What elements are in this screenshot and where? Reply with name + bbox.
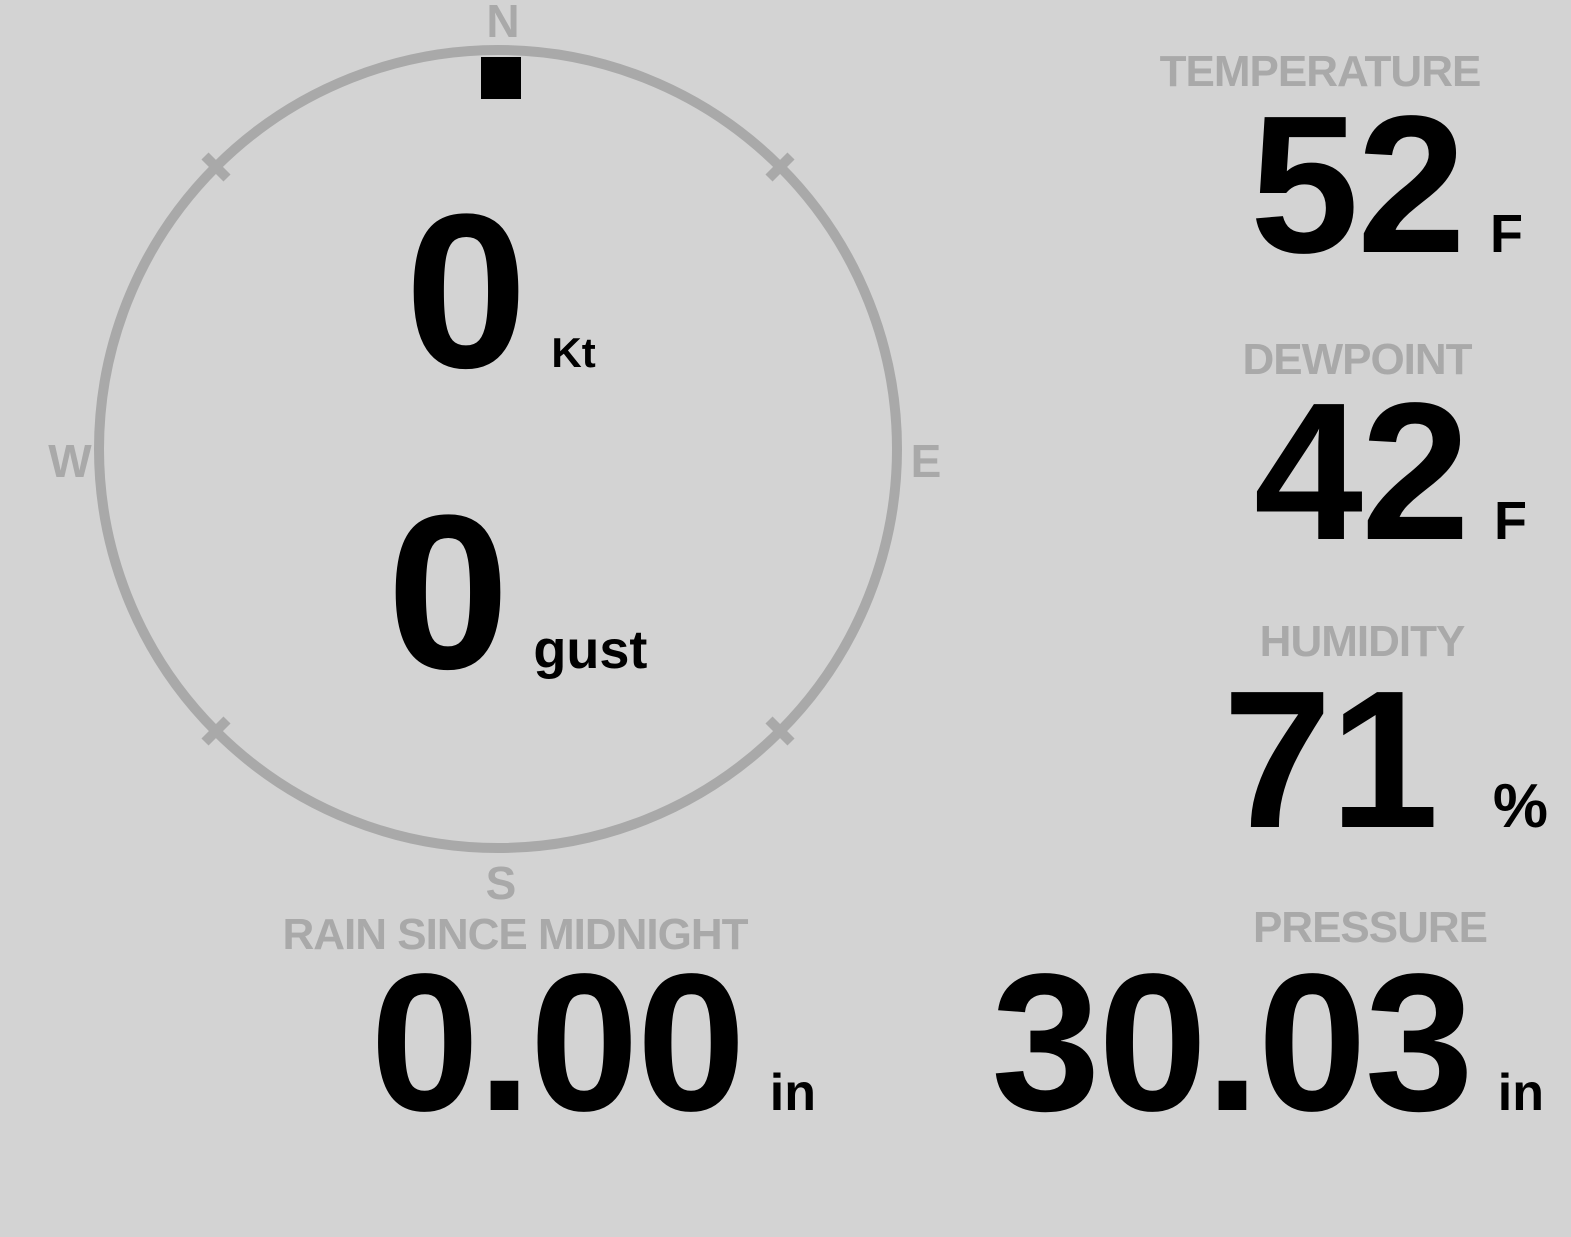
wind-speed: 0 Kt bbox=[405, 181, 596, 401]
compass-label-east: E bbox=[910, 435, 942, 487]
temperature-label: TEMPERATURE bbox=[1159, 47, 1482, 96]
humidity-value: 71 bbox=[1222, 650, 1439, 869]
dewpoint-reading: 42 F bbox=[1254, 374, 1527, 570]
compass-label-north: N bbox=[486, 0, 520, 47]
pressure-value: 30.03 bbox=[991, 933, 1473, 1152]
rain-label: RAIN SINCE MIDNIGHT bbox=[282, 910, 749, 959]
compass-circle bbox=[94, 45, 902, 853]
compass-tick-sw bbox=[201, 716, 231, 746]
wind-gust-value: 0 bbox=[387, 469, 510, 715]
compass-label-west: W bbox=[48, 435, 92, 487]
pressure-reading: 30.03 in bbox=[991, 945, 1544, 1141]
temperature-reading: 52 F bbox=[1250, 87, 1523, 283]
wind-speed-unit: Kt bbox=[551, 329, 596, 376]
rain-value: 0.00 bbox=[370, 933, 745, 1152]
wind-compass-dial bbox=[94, 45, 902, 853]
pressure-unit: in bbox=[1497, 1064, 1544, 1122]
dewpoint-value: 42 bbox=[1253, 362, 1470, 581]
rain-unit: in bbox=[769, 1064, 816, 1122]
humidity-reading: 71 % bbox=[1223, 662, 1548, 858]
wind-direction-marker bbox=[481, 57, 521, 99]
wind-gust: 0 gust bbox=[387, 482, 647, 702]
compass-tick-nw bbox=[201, 152, 231, 182]
dewpoint-unit: F bbox=[1494, 491, 1527, 551]
rain-reading: 0.00 in bbox=[370, 945, 816, 1141]
temperature-value: 52 bbox=[1249, 75, 1466, 294]
pressure-label: PRESSURE bbox=[1252, 903, 1488, 952]
humidity-label: HUMIDITY bbox=[1259, 617, 1466, 666]
wind-speed-value: 0 bbox=[405, 168, 528, 414]
compass-tick-se bbox=[765, 716, 795, 746]
wind-gust-unit: gust bbox=[533, 620, 648, 680]
dewpoint-label: DEWPOINT bbox=[1242, 335, 1472, 384]
temperature-unit: F bbox=[1490, 204, 1523, 264]
compass-tick-ne bbox=[765, 152, 795, 182]
humidity-unit: % bbox=[1492, 772, 1548, 841]
compass-label-south: S bbox=[485, 857, 517, 909]
